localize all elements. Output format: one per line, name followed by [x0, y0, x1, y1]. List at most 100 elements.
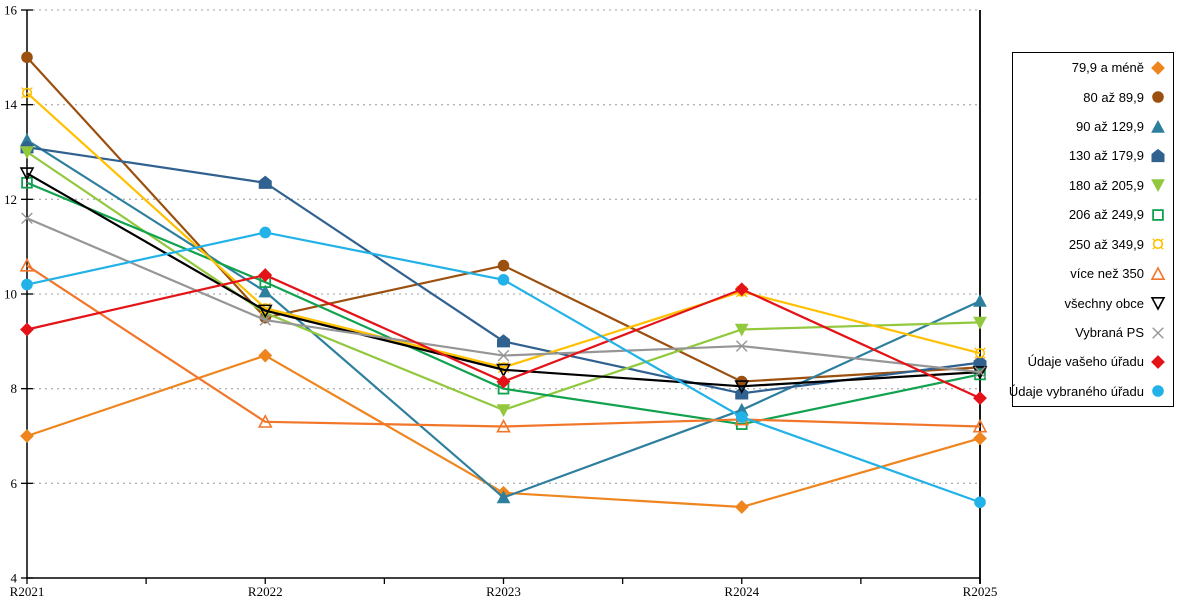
series-250-a-349-9 [21, 87, 986, 374]
triangle-down-marker-icon [496, 363, 511, 378]
diamond-marker-icon [20, 322, 34, 337]
diamond-marker-icon [496, 374, 511, 389]
legend-item-label: Vybraná PS [1075, 325, 1144, 340]
legend-item: 79,9 a méně [1013, 53, 1173, 82]
circle-marker-icon [259, 226, 272, 239]
series--daje-va-eho-adu [20, 268, 987, 406]
series-v-echny-obce [19, 167, 988, 394]
triangle-down-marker-icon [496, 404, 511, 418]
x-axis-tick-label: R2024 [724, 584, 759, 599]
legend-marker [1151, 60, 1165, 75]
circle-marker-icon [974, 496, 986, 509]
y-axis-tick-label: 6 [11, 476, 18, 491]
y-axis-tick-label: 8 [11, 381, 18, 396]
line-chart: 4 6 8 10 12 14 16 R2021 R2022 R2023 R2024 R2025 [4, 3, 998, 600]
legend-marker [1151, 355, 1165, 369]
legend-marker [1151, 119, 1165, 133]
legend: 79,9 a méně 80 až 89,9 90 až 129,9 130 až 1… [1009, 52, 1174, 407]
legend-marker [1152, 91, 1164, 103]
legend-item: více než 350 [1013, 259, 1173, 288]
diamond-marker-icon [973, 391, 987, 406]
x-marker-icon [974, 366, 986, 378]
x-marker-icon [735, 340, 748, 352]
legend-item-label: 180 až 205,9 [1068, 177, 1144, 193]
circle-marker-icon [497, 273, 510, 286]
legend-item-label: 206 až 249,9 [1068, 207, 1144, 223]
chart-canvas: 4 6 8 10 12 14 16 R2021 R2022 R2023 R2024 R2025 [4, 3, 998, 600]
x-axis-tick-label: R2025 [963, 584, 998, 599]
x-axis-tick-label: R2023 [486, 584, 521, 599]
triangle-down-marker-icon [1150, 297, 1166, 311]
diamond-marker-icon [734, 500, 749, 514]
triangle-up-marker-icon [258, 284, 273, 298]
series-180-a-205-9 [20, 146, 987, 418]
diamond-marker-icon [258, 348, 273, 363]
legend-marker [1150, 265, 1166, 280]
legend-item-label: 130 až 179,9 [1068, 148, 1144, 164]
circle-marker-icon [1152, 91, 1164, 103]
diamond-marker-icon [258, 268, 273, 282]
triangle-up-marker-icon [19, 257, 35, 272]
legend-marker [1152, 326, 1164, 339]
y-axis-tick-label: 12 [4, 192, 17, 207]
legend-item: všechny obce [1013, 288, 1173, 317]
legend-item-label: 90 až 129,9 [1076, 119, 1144, 135]
x-axis-tick-label: R2021 [10, 584, 45, 599]
legend-item: 130 až 179,9 [1013, 141, 1173, 170]
diamond-marker-icon [734, 282, 749, 297]
legend-item: 90 až 129,9 [1013, 112, 1173, 141]
legend-item-label: 250 až 349,9 [1068, 236, 1144, 252]
circle-marker-icon [735, 411, 748, 423]
x-axis-tick-label: R2022 [248, 584, 283, 599]
triangle-down-marker-icon [257, 304, 273, 319]
x-marker-icon [497, 349, 510, 362]
triangle-down-marker-icon [734, 380, 750, 394]
legend-marker [1152, 385, 1164, 398]
series-206-a-249-9 [21, 176, 986, 430]
legend-marker [1152, 238, 1164, 250]
series-vybran-ps [21, 212, 986, 378]
pentagon-marker-icon [973, 355, 987, 369]
legend-marker [1151, 148, 1165, 163]
legend-item: 80 až 89,9 [1013, 82, 1173, 111]
triangle-down-marker-icon [19, 167, 35, 181]
circle-marker-icon [21, 278, 33, 291]
legend-marker [1151, 179, 1165, 193]
circle-marker-icon [497, 259, 510, 272]
x-marker-icon [259, 314, 272, 326]
legend-item: Vybraná PS [1013, 318, 1173, 347]
series-line [26, 172, 981, 388]
legend-item-label: více než 350 [1070, 266, 1144, 282]
x-marker-icon [1152, 326, 1164, 339]
circle-marker-icon [1152, 385, 1164, 398]
y-axis-tick-label: 10 [4, 287, 17, 302]
triangle-up-marker-icon [973, 294, 987, 307]
series-line [26, 92, 981, 369]
legend-item: 250 až 349,9 [1013, 230, 1173, 259]
circle-marker-icon [21, 51, 33, 64]
diamond-marker-icon [1151, 355, 1165, 369]
triangle-up-marker-icon [496, 418, 511, 433]
diamond-marker-icon [20, 429, 34, 443]
sun-circle-marker-icon [21, 87, 33, 99]
x-marker-icon [21, 212, 33, 225]
legend-item: 206 až 249,9 [1013, 200, 1173, 229]
legend-item: Údaje vašeho úřadu [1013, 347, 1173, 376]
triangle-down-marker-icon [734, 323, 749, 337]
legend-item-label: všechny obce [1064, 295, 1145, 311]
square-marker-icon [1152, 209, 1164, 221]
legend-marker [1150, 297, 1166, 311]
pentagon-marker-icon [497, 334, 510, 348]
diamond-marker-icon [1151, 60, 1165, 75]
series-line [26, 139, 981, 499]
legend-item: 180 až 205,9 [1013, 171, 1173, 200]
y-axis-tick-label: 4 [11, 571, 18, 586]
triangle-down-marker-icon [973, 316, 987, 330]
triangle-up-marker-icon [972, 418, 988, 433]
series--daje-vybran-ho-adu [21, 226, 986, 509]
triangle-up-marker-icon [1151, 119, 1165, 133]
triangle-up-marker-icon [257, 414, 273, 428]
legend-item: Údaje vybraného úřadu [1009, 377, 1173, 406]
triangle-up-marker-icon [1150, 265, 1166, 280]
series-line [26, 264, 981, 428]
